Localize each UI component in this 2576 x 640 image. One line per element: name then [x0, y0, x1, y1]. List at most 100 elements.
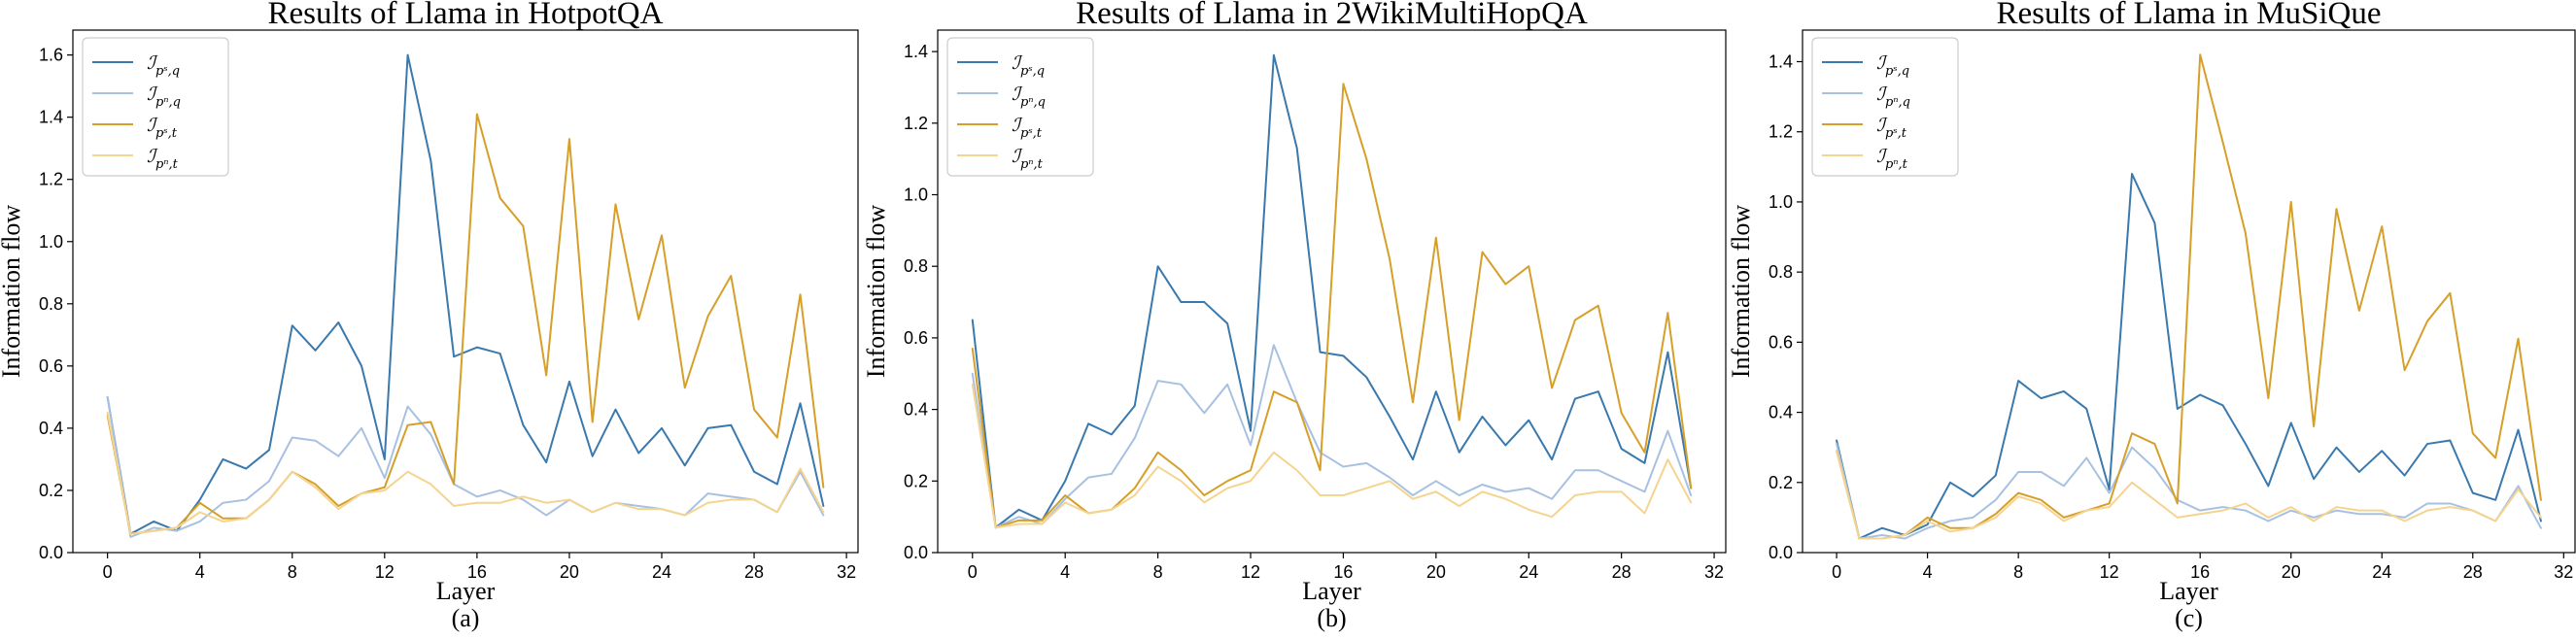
y-tick-label: 0.8	[1769, 262, 1793, 282]
y-tick-label: 0.4	[1769, 403, 1793, 422]
chart-title: Results of Llama in HotpotQA	[268, 0, 664, 31]
x-tick-label: 20	[2282, 562, 2301, 582]
y-tick-label: 0.6	[1769, 332, 1793, 352]
chart-panel-0: Results of Llama in HotpotQA 0 4 8 12 16 20 24 2…	[0, 0, 859, 632]
series-line-ps_t	[106, 113, 825, 535]
x-tick-label: 4	[1060, 562, 1070, 582]
chart-title: Results of Llama in 2WikiMultiHopQA	[1076, 0, 1588, 31]
y-axis-label: Information flow	[862, 205, 890, 379]
legend-subscript: pⁿ,t	[1020, 157, 1044, 172]
y-tick-label: 0.8	[39, 294, 63, 314]
y-tick-label: 1.2	[904, 114, 928, 133]
x-tick-label: 16	[1333, 562, 1353, 582]
x-tick-label: 24	[2372, 562, 2391, 582]
plot-frame	[937, 29, 1727, 554]
y-tick-label: 0.2	[39, 481, 63, 500]
x-tick-label: 12	[375, 562, 395, 582]
y-tick-label: 0.2	[904, 471, 928, 490]
x-tick-label: 4	[1923, 562, 1933, 582]
series-line-ps_q	[106, 53, 825, 535]
series-line-pn_t	[106, 411, 825, 535]
x-tick-label: 32	[837, 562, 856, 582]
y-tick-label: 0.0	[1769, 543, 1793, 562]
legend-subscript: pⁿ,q	[1020, 95, 1046, 110]
y-tick-label: 0.0	[904, 543, 928, 562]
y-tick-label: 0.6	[39, 356, 63, 376]
chart-panel-1: Results of Llama in 2WikiMultiHopQA 0 4 8 12…	[862, 0, 1727, 632]
legend-box	[82, 37, 229, 177]
legend-subscript: pˢ,t	[1885, 126, 1907, 141]
legend-subscript: pˢ,t	[155, 126, 178, 141]
x-tick-label: 16	[2190, 562, 2210, 582]
y-tick-label: 0.4	[904, 400, 928, 420]
x-axis-label: Layer	[436, 577, 496, 605]
series-line-ps_q	[971, 53, 1693, 529]
x-tick-label: 0	[968, 562, 978, 582]
y-tick-label: 1.0	[1769, 192, 1793, 212]
plot-frame	[1802, 29, 2576, 554]
y-tick-label: 1.6	[39, 46, 63, 65]
y-tick-label: 0.8	[904, 256, 928, 276]
series-line-pn_q	[106, 395, 825, 538]
x-axis-label: Layer	[1302, 577, 1361, 605]
legend-subscript: pˢ,t	[1020, 126, 1043, 141]
series-line-pn_q	[1836, 443, 2542, 540]
x-tick-label: 8	[2013, 562, 2023, 582]
x-tick-label: 0	[1832, 562, 1841, 582]
legend-label-ps_q: ℐpˢ,q	[147, 52, 180, 79]
legend-subscript: pˢ,q	[155, 64, 180, 79]
x-tick-label: 16	[467, 562, 487, 582]
y-tick-label: 1.2	[39, 170, 63, 189]
legend-subscript: pⁿ,t	[1885, 157, 1908, 172]
x-tick-label: 8	[1153, 562, 1163, 582]
legend-subscript: pˢ,q	[1020, 64, 1045, 79]
x-tick-label: 8	[288, 562, 297, 582]
x-tick-label: 32	[2554, 562, 2573, 582]
y-tick-label: 0.0	[39, 543, 63, 562]
x-tick-label: 20	[1426, 562, 1446, 582]
x-tick-label: 20	[560, 562, 579, 582]
x-tick-label: 28	[2463, 562, 2483, 582]
x-tick-label: 4	[195, 562, 205, 582]
x-axis-label: Layer	[2159, 577, 2218, 605]
panel-caption: (a)	[452, 604, 480, 632]
chart-title: Results of Llama in MuSiQue	[1997, 0, 2382, 31]
x-tick-label: 12	[1241, 562, 1260, 582]
x-tick-label: 0	[103, 562, 113, 582]
x-tick-label: 32	[1704, 562, 1724, 582]
chart-panel-2: Results of Llama in MuSiQue 0 4 8 12 16 20 24 28…	[1727, 0, 2576, 632]
series-line-pn_t	[971, 383, 1693, 529]
series-line-pn_q	[971, 344, 1693, 529]
x-tick-label: 24	[1519, 562, 1538, 582]
y-tick-label: 0.2	[1769, 473, 1793, 492]
legend-box	[946, 37, 1094, 177]
y-tick-label: 0.4	[39, 419, 63, 438]
y-tick-label: 0.6	[904, 328, 928, 348]
y-tick-label: 1.0	[904, 185, 928, 205]
y-tick-label: 1.0	[39, 232, 63, 252]
y-axis-label: Information flow	[1727, 205, 1755, 379]
legend-subscript: pˢ,q	[1885, 64, 1909, 79]
legend-subscript: pⁿ,t	[155, 157, 179, 172]
x-tick-label: 28	[1612, 562, 1631, 582]
y-tick-label: 1.4	[904, 42, 928, 61]
y-tick-label: 1.4	[1769, 51, 1793, 71]
y-axis-label: Information flow	[0, 205, 25, 379]
panel-caption: (b)	[1317, 604, 1346, 632]
y-tick-label: 1.4	[39, 108, 63, 127]
panel-caption: (c)	[2175, 604, 2203, 632]
series-line-ps_t	[1836, 53, 2542, 540]
legend-box	[1811, 37, 1959, 177]
x-tick-label: 28	[744, 562, 764, 582]
series-line-ps_q	[1836, 173, 2542, 540]
series-line-pn_t	[1836, 450, 2542, 540]
x-tick-label: 12	[2100, 562, 2119, 582]
legend-subscript: pⁿ,q	[155, 95, 181, 110]
plot-frame	[72, 29, 859, 554]
y-tick-label: 1.2	[1769, 122, 1793, 142]
